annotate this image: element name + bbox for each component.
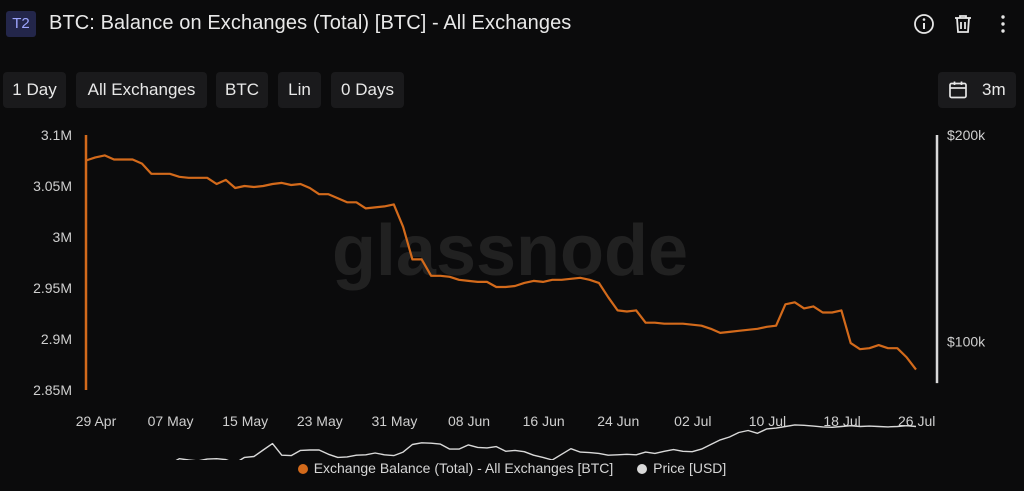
info-icon[interactable]: [912, 12, 936, 36]
legend-label-price: Price [USD]: [653, 460, 727, 476]
y-right-tick-label: $100k: [947, 334, 986, 350]
y-left-tick-label: 3.1M: [41, 127, 72, 143]
legend-dot-price: [637, 464, 648, 474]
tier-badge: T2: [6, 11, 36, 37]
date-range-label: 3m: [982, 80, 1006, 99]
x-tick-label: 29 Apr: [76, 413, 117, 429]
x-axis: 29 Apr 07 May 15 May 23 May 31 May 08 Jun 16 J…: [76, 413, 936, 429]
calendar-icon: [947, 79, 969, 106]
moving-average-button[interactable]: 0 Days: [331, 72, 404, 108]
x-tick-label: 23 May: [297, 413, 343, 429]
legend-item-price[interactable]: Price [USD]: [637, 460, 726, 476]
x-tick-label: 15 May: [222, 413, 268, 429]
chart-toolbar: 1 Day All Exchanges BTC Lin 0 Days 3m: [0, 72, 1024, 108]
series-lines: [84, 135, 939, 460]
resolution-button[interactable]: 1 Day: [3, 72, 66, 108]
x-tick-label: 10 Jul: [749, 413, 786, 429]
x-tick-label: 31 May: [371, 413, 417, 429]
x-tick-label: 26 Jul: [898, 413, 935, 429]
left-y-axis: 3.1M 3.05M 3M 2.95M 2.9M 2.85M: [33, 127, 72, 398]
legend-dot-balance: [297, 464, 308, 474]
y-left-tick-label: 3M: [53, 229, 72, 245]
chart-legend: Exchange Balance (Total) - All Exchanges…: [0, 460, 1024, 482]
watermark-text: glassnode: [332, 211, 688, 291]
y-left-tick-label: 2.85M: [33, 382, 72, 398]
x-tick-label: 18 Jul: [823, 413, 860, 429]
legend-label-balance: Exchange Balance (Total) - All Exchanges…: [313, 460, 614, 476]
chart-header: T2 BTC: Balance on Exchanges (Total) [BT…: [0, 0, 1024, 52]
exchange-button[interactable]: All Exchanges: [76, 72, 207, 108]
more-vertical-icon[interactable]: [991, 12, 1015, 36]
chart-title: BTC: Balance on Exchanges (Total) [BTC] …: [49, 12, 572, 34]
right-y-axis: $200k $100k: [947, 127, 986, 350]
y-left-tick-label: 2.9M: [41, 331, 72, 347]
x-tick-label: 02 Jul: [674, 413, 711, 429]
date-range-button[interactable]: 3m: [938, 72, 1016, 108]
trash-icon[interactable]: [951, 12, 975, 36]
x-tick-label: 07 May: [148, 413, 194, 429]
y-left-tick-label: 2.95M: [33, 280, 72, 296]
y-left-tick-label: 3.05M: [33, 178, 72, 194]
x-tick-label: 16 Jun: [523, 413, 565, 429]
chart-plot[interactable]: glassnode 3.1M 3.05M 3M 2.95M 2.9M 2.85M $200…: [0, 120, 1024, 460]
x-tick-label: 24 Jun: [597, 413, 639, 429]
y-right-tick-label: $200k: [947, 127, 986, 143]
balance-line: [85, 154, 917, 371]
price-line: [175, 424, 917, 460]
legend-item-balance[interactable]: Exchange Balance (Total) - All Exchanges…: [297, 460, 614, 476]
x-tick-label: 08 Jun: [448, 413, 490, 429]
asset-button[interactable]: BTC: [216, 72, 268, 108]
scale-button[interactable]: Lin: [278, 72, 321, 108]
